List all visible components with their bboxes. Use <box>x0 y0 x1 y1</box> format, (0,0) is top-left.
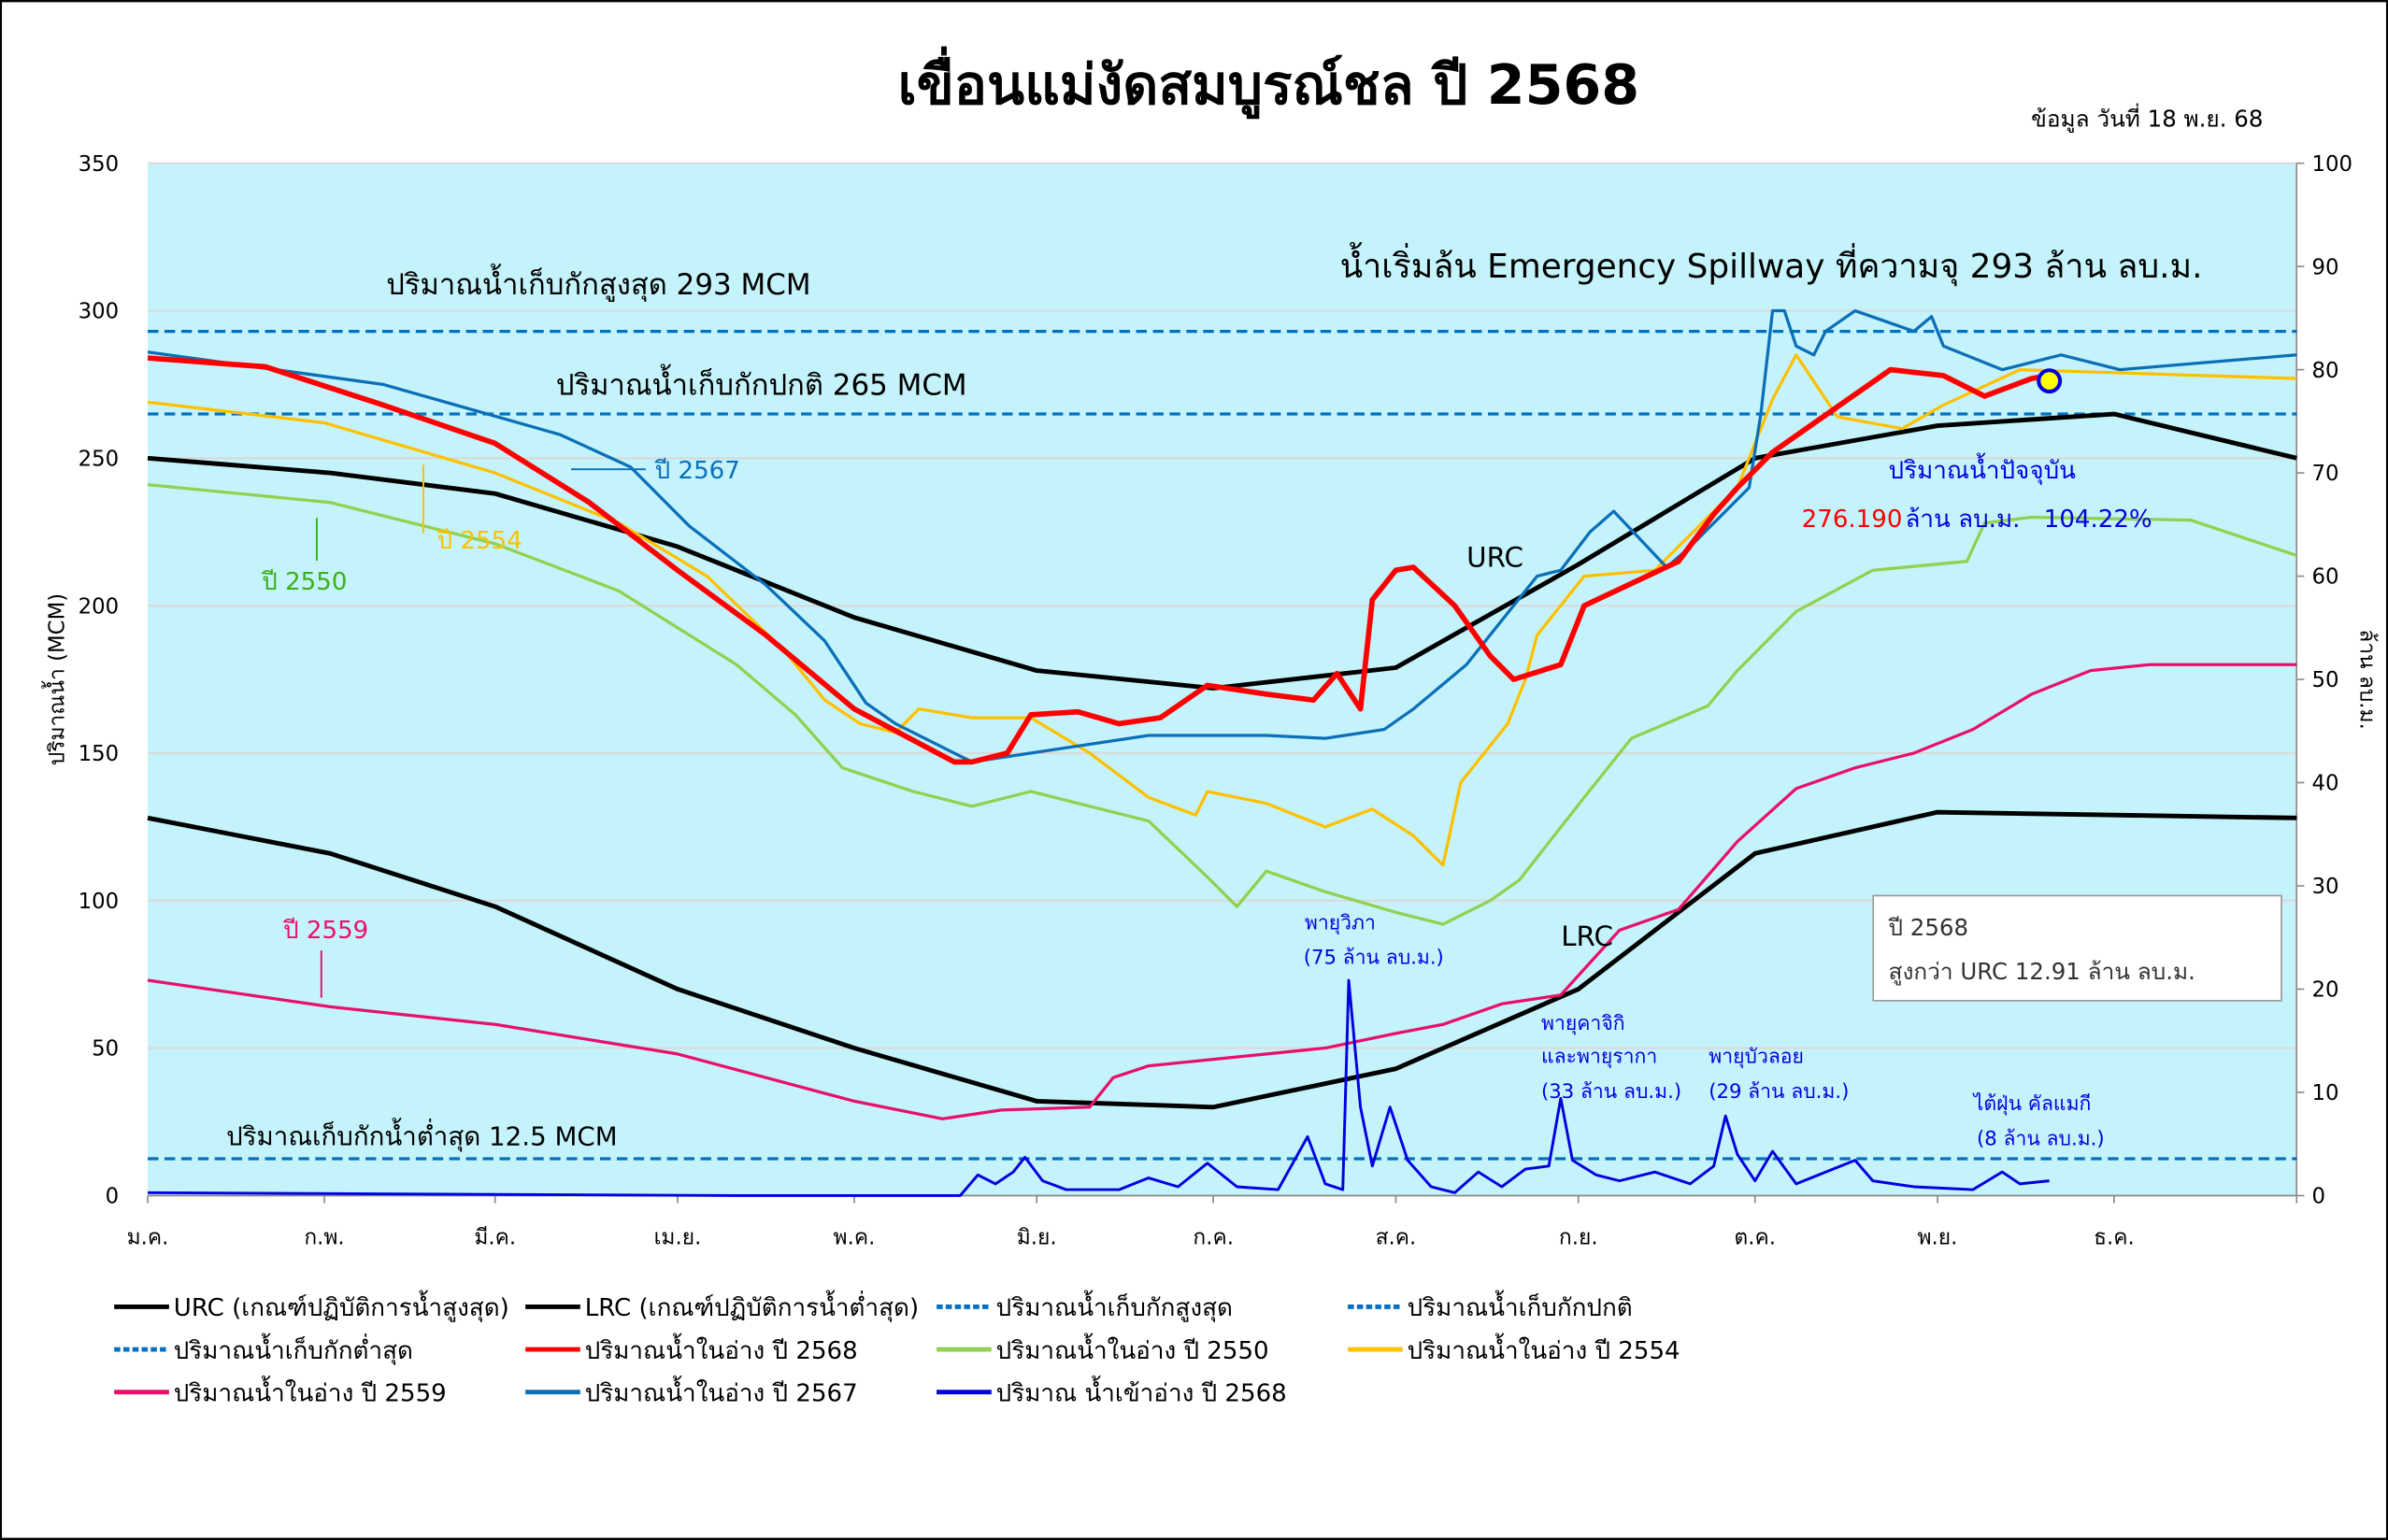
y-right-tick-label: 10 <box>2312 1081 2339 1105</box>
annotation-box-line1: ปี 2568 <box>1888 914 1968 941</box>
annotation-storm2-a: พายุคาจิกิ <box>1541 1011 1625 1035</box>
annotation-label-2550: ปี 2550 <box>261 568 347 596</box>
legend-label-inflow: ปริมาณ น้ำเข้าอ่าง ปี 2568 <box>996 1375 1287 1407</box>
axes: 0 50 100 150 200 250 300 350 0 10 20 30 40 50 60 70 80 90… <box>41 152 2379 1250</box>
series-line-s2554 <box>147 353 2297 867</box>
x-tick-label: พ.ย. <box>1918 1226 1958 1250</box>
y-tick-label: 150 <box>79 742 120 766</box>
y-right-tick-label: 40 <box>2312 772 2339 796</box>
series-line-s2568 <box>147 355 2051 765</box>
legend-label-s2559: ปริมาณน้ำในอ่าง ปี 2559 <box>174 1375 447 1407</box>
x-tick-label: มี.ค. <box>474 1226 516 1250</box>
hline-label-min: ปริมาณเก็บกักน้ำต่ำสุด 12.5 MCM <box>226 1119 618 1153</box>
annotation-box-line2: สูงกว่า URC 12.91 ล้าน ลบ.ม. <box>1889 958 2195 986</box>
y-right-axis-label: ล้าน ลบ.ม. <box>2355 629 2380 730</box>
annotation-label-2567: ปี 2567 <box>654 457 740 485</box>
annotation-label-2559: ปี 2559 <box>282 917 368 945</box>
plot-area <box>148 163 2297 1196</box>
legend-label-hl1: ปริมาณน้ำเก็บกักปกติ <box>1408 1290 1633 1322</box>
annotation-storm3-a: พายุบัวลอย <box>1709 1045 1804 1069</box>
x-tick-label: ธ.ค. <box>2094 1226 2135 1250</box>
annotation-urc: URC <box>1466 541 1523 573</box>
y-right-tick-label: 0 <box>2312 1185 2326 1209</box>
y-tick-label: 0 <box>106 1185 120 1209</box>
series-line-s2567 <box>147 308 2297 763</box>
x-tick-label: มิ.ย. <box>1017 1226 1057 1250</box>
y-tick-label: 350 <box>79 152 120 177</box>
x-tick-label: ม.ค. <box>127 1226 169 1250</box>
legend-label-hl2: ปริมาณน้ำเก็บกักต่ำสุด <box>174 1333 413 1365</box>
y-right-tick-label: 50 <box>2312 668 2339 692</box>
annotation-current-value: 276.190 <box>1802 506 1903 534</box>
y-tick-label: 250 <box>79 447 120 471</box>
annotation-spillway: น้ำเริ่มล้น Emergency Spillway ที่ความจุ… <box>1340 242 2203 286</box>
current-point-marker <box>2037 368 2063 394</box>
series-line-s2550 <box>147 483 2297 926</box>
annotation-storm4-a: ไต้ฝุ่น คัลแมกี <box>1972 1091 2092 1116</box>
series-line-inflow <box>148 978 2050 1197</box>
y-right-tick-label: 20 <box>2312 978 2339 1003</box>
series-lines <box>147 308 2297 1197</box>
annotation-storm1-b: (75 ล้าน ลบ.ม.) <box>1304 946 1444 969</box>
chart-title: เขื่อนแม่งัดสมบูรณ์ชล ปี 2568 <box>898 47 1639 119</box>
legend-label-urc: URC (เกณฑ์ปฏิบัติการน้ำสูงสุด) <box>174 1290 509 1322</box>
y-tick-label: 300 <box>79 300 120 324</box>
y-right-tick-label: 70 <box>2312 462 2339 486</box>
annotation-storm4-b: (8 ล้าน ลบ.ม.) <box>1977 1127 2105 1150</box>
legend-label-s2568: ปริมาณน้ำในอ่าง ปี 2568 <box>585 1333 858 1365</box>
y-right-tick-label: 60 <box>2312 565 2339 590</box>
x-tick-label: เม.ย. <box>654 1226 702 1250</box>
legend-label-s2567: ปริมาณน้ำในอ่าง ปี 2567 <box>585 1375 858 1407</box>
hline-label-max: ปริมาณน้ำเก็บกักสูงสุด 293 MCM <box>386 264 810 303</box>
x-tick-label: ก.ค. <box>1193 1226 1234 1250</box>
y-axis-label: ปริมาณน้ำ (MCM) <box>41 593 69 765</box>
legend-label-hl0: ปริมาณน้ำเก็บกักสูงสุด <box>996 1290 1233 1322</box>
legend-label-s2550: ปริมาณน้ำในอ่าง ปี 2550 <box>996 1333 1269 1365</box>
annotation-current-percent: 104.22% <box>2044 506 2152 534</box>
y-tick-label: 50 <box>92 1037 119 1062</box>
y-right-tick-label: 80 <box>2312 359 2339 383</box>
annotation-storm1-a: พายุวิภา <box>1305 910 1376 934</box>
legend-label-s2554: ปริมาณน้ำในอ่าง ปี 2554 <box>1408 1333 1680 1365</box>
y-right-tick-label: 90 <box>2312 255 2339 279</box>
series-line-lrc <box>147 809 2297 1110</box>
x-tick-label: พ.ค. <box>834 1226 876 1250</box>
x-tick-label: ก.ย. <box>1559 1226 1598 1250</box>
x-tick-label: ต.ค. <box>1734 1226 1776 1250</box>
y-right-tick-label: 100 <box>2312 152 2353 177</box>
x-tick-label: ก.พ. <box>304 1226 344 1250</box>
annotation-storm3-b: (29 ล้าน ลบ.ม.) <box>1709 1079 1849 1103</box>
annotation-current-unit: ล้าน ลบ.ม. <box>1905 506 2020 534</box>
y-tick-label: 100 <box>79 890 120 914</box>
annotation-storm2-b: และพายุรากา <box>1541 1045 1657 1069</box>
info-box <box>1872 894 2282 1002</box>
reference-lines <box>148 329 2297 1161</box>
x-tick-label: ส.ค. <box>1376 1226 1417 1250</box>
annotation-lrc: LRC <box>1561 920 1613 952</box>
annotation-storm2-c: (33 ล้าน ลบ.ม.) <box>1541 1079 1681 1103</box>
chart-subtitle: ข้อมูล วันที่ 18 พ.ย. 68 <box>2031 104 2263 134</box>
y-tick-label: 200 <box>79 594 120 619</box>
legend: URC (เกณฑ์ปฏิบัติการน้ำสูงสุด) LRC (เกณฑ์… <box>114 1290 1680 1407</box>
series-line-s2559 <box>147 663 2297 1120</box>
annotation-current-title: ปริมาณน้ำปัจจุบัน <box>1889 452 2077 485</box>
y-right-tick-label: 30 <box>2312 875 2339 899</box>
legend-label-lrc: LRC (เกณฑ์ปฏิบัติการน้ำต่ำสุด) <box>585 1290 919 1322</box>
annotation-label-2554: ปี 2554 <box>436 527 522 555</box>
annotations: ปริมาณน้ำเก็บกักสูงสุด 293 MCM ปริมาณน้ำเ… <box>226 242 2282 1153</box>
hline-label-normal: ปริมาณน้ำเก็บกักปกติ 265 MCM <box>556 364 967 402</box>
